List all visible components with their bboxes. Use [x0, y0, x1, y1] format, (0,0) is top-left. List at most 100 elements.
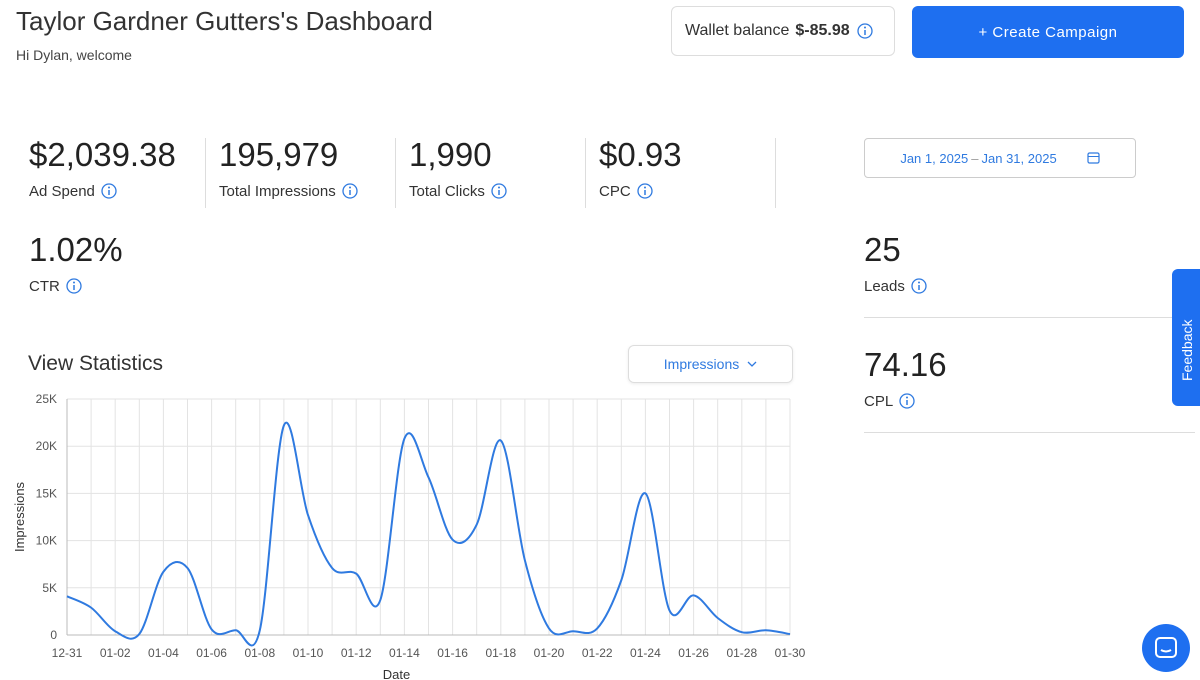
feedback-label: Feedback	[1179, 319, 1195, 381]
metric-label-row: Ad Spend	[29, 182, 176, 200]
metric-label: CPC	[599, 182, 631, 200]
metric: 1,990 Total Clicks	[409, 136, 508, 200]
divider	[585, 138, 586, 208]
x-tick-label: 01-10	[293, 646, 324, 660]
statistics-title: View Statistics	[28, 352, 163, 375]
metric-label-row: CTR	[29, 277, 123, 295]
icon-dot	[497, 186, 500, 189]
icon-dot	[107, 186, 110, 189]
metric-label-row: Total Clicks	[409, 182, 508, 200]
divider	[864, 432, 1195, 433]
side-metric: 25 Leads	[864, 231, 928, 295]
divider	[864, 317, 1195, 318]
metric-label: CPL	[864, 392, 894, 410]
date-separator: –	[971, 150, 979, 166]
metric-value: 25	[864, 231, 901, 268]
date-range-picker[interactable]: Jan 1, 2025– Jan 31, 2025	[864, 138, 1136, 178]
info-icon[interactable]	[100, 182, 118, 200]
x-tick-label: 01-24	[630, 646, 661, 660]
x-tick-label: 01-28	[726, 646, 757, 660]
icon-ring	[637, 183, 653, 199]
chevron	[747, 361, 757, 367]
metric: 1.02% CTR	[29, 231, 123, 295]
metric: $0.93 CPC	[599, 136, 682, 200]
y-tick-label: 25K	[36, 392, 57, 406]
x-tick-label: 01-02	[100, 646, 131, 660]
wallet-balance[interactable]: Wallet balance $-85.98	[671, 6, 895, 56]
x-tick-label: 12-31	[52, 646, 83, 660]
y-tick-label: 10K	[36, 534, 57, 548]
date-end: Jan 31, 2025	[981, 150, 1057, 166]
x-tick-label: 01-26	[678, 646, 709, 660]
icon-dot	[348, 186, 351, 189]
date-start: Jan 1, 2025	[900, 150, 969, 166]
metric-label-row: Total Impressions	[219, 182, 359, 200]
info-icon[interactable]	[65, 277, 83, 295]
icon-ring	[911, 278, 927, 294]
info-icon[interactable]	[856, 22, 874, 40]
info-icon[interactable]	[490, 182, 508, 200]
x-axis-label: Date	[383, 667, 410, 680]
feedback-tab[interactable]: Feedback	[1172, 269, 1200, 406]
y-axis-label: Impressions	[12, 481, 27, 552]
x-tick-label: 01-30	[775, 646, 806, 660]
metric-label: Total Impressions	[219, 182, 336, 200]
y-tick-label: 15K	[36, 486, 57, 500]
chat-button[interactable]	[1142, 624, 1190, 672]
metric-value: $2,039.38	[29, 136, 176, 173]
x-tick-label: 01-08	[244, 646, 275, 660]
divider	[395, 138, 396, 208]
y-tick-label: 0	[50, 628, 57, 642]
create-campaign-button[interactable]: + Create Campaign	[912, 6, 1184, 58]
metric: $2,039.38 Ad Spend	[29, 136, 176, 200]
info-icon[interactable]	[636, 182, 654, 200]
x-tick-label: 01-22	[582, 646, 613, 660]
calendar-icon	[1087, 152, 1100, 164]
metric-value: 74.16	[864, 346, 947, 383]
info-icon[interactable]	[341, 182, 359, 200]
icon-dot	[72, 281, 75, 284]
info-icon[interactable]	[910, 277, 928, 295]
metric: 195,979 Total Impressions	[219, 136, 359, 200]
divider	[205, 138, 206, 208]
x-tick-label: 01-14	[389, 646, 420, 660]
x-tick-label: 01-18	[485, 646, 516, 660]
icon-dot	[917, 281, 920, 284]
x-tick-label: 01-04	[148, 646, 179, 660]
wallet-value: $-85.98	[795, 22, 850, 39]
icon-ring	[66, 278, 82, 294]
dashboard-title: Taylor Gardner Gutters's Dashboard	[16, 6, 433, 36]
metric-label: Total Clicks	[409, 182, 485, 200]
wallet-label: Wallet balance	[685, 22, 790, 39]
x-tick-label: 01-20	[534, 646, 565, 660]
metric-label-row: CPL	[864, 392, 947, 410]
line-chart: 0 5K 10K 15K 20K 25K 12-31 01-02 01-04 01-06 01-08…	[12, 392, 806, 680]
metric-value: 195,979	[219, 136, 339, 173]
icon-ring	[342, 183, 358, 199]
side-metric: 74.16 CPL	[864, 346, 947, 410]
dropdown-label: Impressions	[663, 356, 740, 372]
y-tick-label: 5K	[42, 581, 57, 595]
icon-dot	[906, 396, 909, 399]
metric-value: $0.93	[599, 136, 682, 173]
icon-ring	[101, 183, 117, 199]
icon-ring	[899, 393, 915, 409]
metric-label: Ad Spend	[29, 182, 95, 200]
metric-label: Leads	[864, 277, 905, 295]
chat-icon	[1155, 637, 1177, 658]
metric-label-row: CPC	[599, 182, 682, 200]
icon-dot	[643, 186, 646, 189]
welcome: Hi Dylan, welcome	[16, 47, 132, 63]
metric-value: 1,990	[409, 136, 492, 173]
metric-label: CTR	[29, 277, 60, 295]
x-tick-label: 01-06	[196, 646, 227, 660]
icon-ring	[491, 183, 507, 199]
metric-label-row: Leads	[864, 277, 928, 295]
data-line	[66, 421, 791, 647]
metric-dropdown[interactable]: Impressions	[628, 345, 793, 383]
metric-value: 1.02%	[29, 231, 123, 268]
divider	[775, 138, 776, 208]
info-icon[interactable]	[898, 392, 916, 410]
x-tick-label: 01-16	[437, 646, 468, 660]
